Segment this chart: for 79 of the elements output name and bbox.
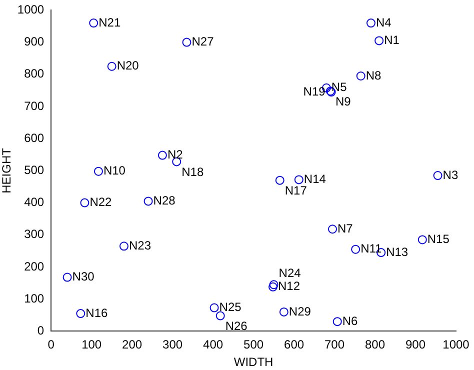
- y-tick-label: 900: [24, 34, 44, 49]
- data-label: N21: [98, 15, 121, 30]
- point: [62, 272, 72, 282]
- data-label: N3: [442, 168, 458, 182]
- data-label: N25: [219, 300, 242, 314]
- data-label: N7: [338, 221, 354, 236]
- data-label: N13: [386, 244, 408, 259]
- point: [89, 18, 98, 28]
- y-tick-label: 700: [24, 98, 44, 113]
- data-label: N11: [360, 242, 382, 256]
- x-tick-label: 100: [82, 338, 102, 352]
- point: [182, 38, 192, 47]
- point: [119, 242, 128, 251]
- x-tick-label: 1000: [442, 338, 470, 352]
- point: [94, 166, 103, 176]
- data-label: N10: [103, 164, 126, 178]
- point: [144, 196, 153, 206]
- data-label: N27: [192, 34, 214, 49]
- y-tick-label: 400: [24, 195, 44, 210]
- x-tick-label: 300: [162, 338, 183, 352]
- point: [210, 303, 219, 312]
- data-label: N5: [331, 80, 348, 94]
- point: [216, 311, 225, 320]
- point: [332, 317, 342, 326]
- y-tick-label: 500: [24, 163, 44, 178]
- x-tick-label: 600: [284, 338, 304, 352]
- y-tick-label: 0: [37, 324, 44, 338]
- point: [268, 282, 278, 292]
- point: [275, 176, 284, 185]
- point: [76, 309, 86, 318]
- point: [158, 150, 167, 160]
- point: [107, 62, 116, 71]
- point: [279, 307, 288, 316]
- y-tick-label: 1000: [17, 2, 44, 17]
- point: [356, 72, 366, 81]
- x-axis-title: WIDTH: [234, 355, 274, 370]
- data-label: N16: [86, 306, 108, 320]
- data-label: N9: [335, 94, 352, 108]
- data-label: N20: [116, 58, 140, 73]
- y-tick-label: 200: [24, 259, 44, 274]
- point: [328, 224, 338, 234]
- data-label: N17: [284, 184, 308, 198]
- data-label: N8: [366, 68, 382, 82]
- y-tick-label: 300: [24, 227, 44, 242]
- data-label: N22: [90, 195, 112, 210]
- y-tick-label: 800: [24, 66, 44, 81]
- x-tick-label: 900: [405, 338, 426, 352]
- point: [351, 244, 360, 254]
- point: [418, 235, 427, 244]
- data-label: N26: [225, 319, 248, 334]
- y-axis-title: HEIGHT: [0, 147, 14, 194]
- x-tick-label: 500: [244, 338, 264, 352]
- data-label: N23: [128, 238, 152, 252]
- point: [374, 36, 384, 46]
- point: [366, 18, 376, 28]
- data-label: N24: [278, 266, 302, 280]
- y-tick-label: 100: [24, 291, 44, 306]
- data-label: N12: [278, 279, 300, 294]
- x-tick-label: 200: [122, 338, 142, 352]
- data-label: N18: [182, 165, 204, 180]
- data-label: N6: [342, 314, 358, 328]
- point: [80, 198, 90, 208]
- data-label: N1: [384, 33, 400, 48]
- data-label: N14: [304, 172, 326, 186]
- y-tick-label: 600: [24, 130, 44, 145]
- data-label: N30: [72, 270, 95, 284]
- data-label: N4: [376, 15, 392, 30]
- data-label: N19: [303, 84, 326, 98]
- x-tick-label: 800: [365, 338, 386, 352]
- x-tick-label: 400: [203, 338, 224, 352]
- x-tick-label: 0: [48, 338, 55, 352]
- point: [433, 171, 442, 180]
- data-label: N28: [153, 194, 176, 208]
- data-label: N2: [167, 148, 184, 162]
- data-label: N29: [288, 304, 312, 318]
- data-label: N15: [427, 232, 450, 246]
- point: [294, 175, 304, 184]
- x-tick-label: 700: [324, 338, 345, 352]
- point: [269, 280, 278, 290]
